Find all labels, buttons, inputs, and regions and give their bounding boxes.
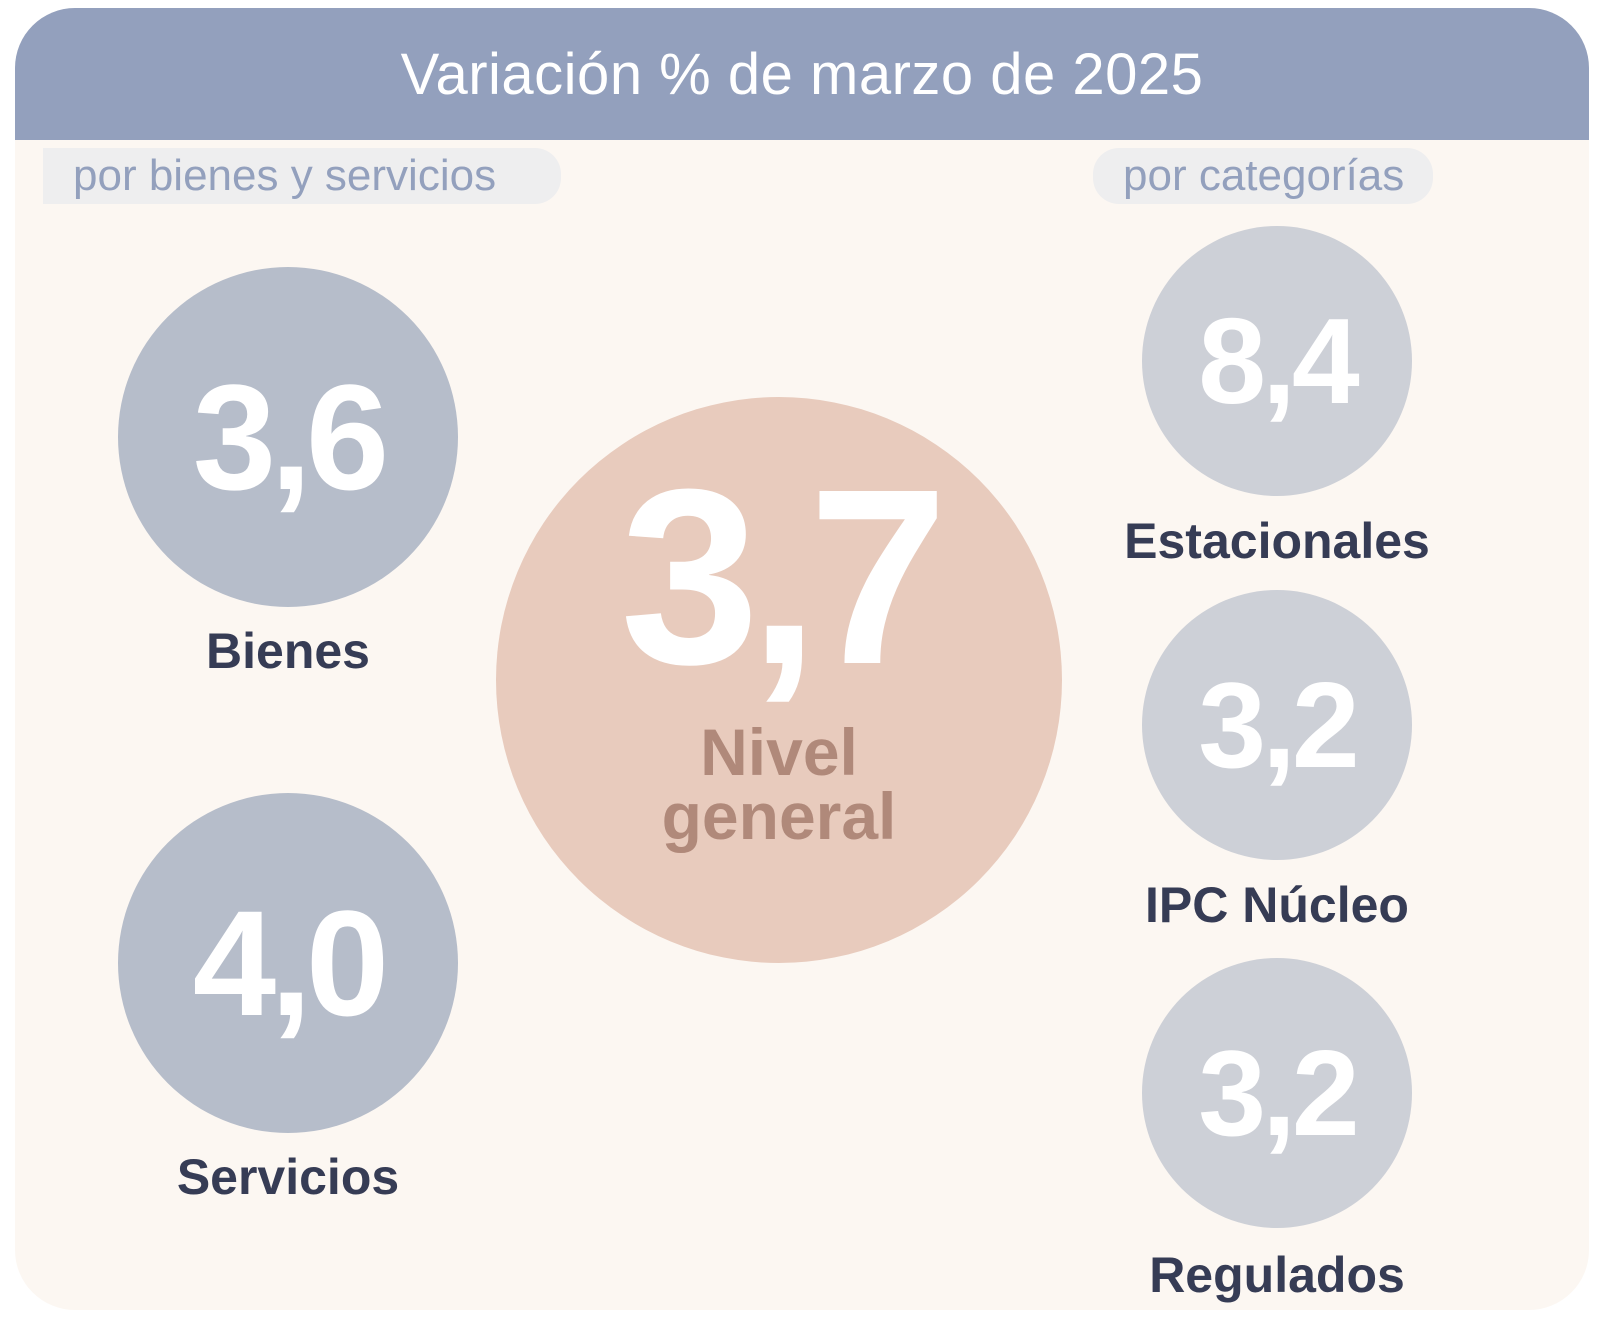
regulados-value-circle: 3,2 xyxy=(1142,958,1412,1228)
servicios-value-circle: 4,0 xyxy=(118,793,458,1133)
section-label-categorias: por categorías xyxy=(1093,148,1433,204)
estacionales-label: Estacionales xyxy=(1124,513,1430,569)
nivel-general-circle: 3,7 Nivel general xyxy=(496,397,1062,963)
bienes-value-circle: 3,6 xyxy=(118,267,458,607)
servicios-label: Servicios xyxy=(176,1149,400,1205)
bienes-label: Bienes xyxy=(206,623,370,679)
page-title: Variación % de marzo de 2025 xyxy=(15,8,1589,140)
section-label-bienes-servicios: por bienes y servicios xyxy=(43,148,561,204)
nivel-general-label: Nivel general xyxy=(661,715,897,853)
regulados-label: Regulados xyxy=(1149,1247,1405,1303)
ipc-nucleo-value-circle: 3,2 xyxy=(1142,590,1412,860)
nivel-general-value: 3,7 xyxy=(620,437,948,716)
estacionales-value-circle: 8,4 xyxy=(1142,226,1412,496)
inflation-card: Variación % de marzo de 2025 por bienes … xyxy=(15,8,1589,1310)
ipc-nucleo-label: IPC Núcleo xyxy=(1145,877,1409,933)
